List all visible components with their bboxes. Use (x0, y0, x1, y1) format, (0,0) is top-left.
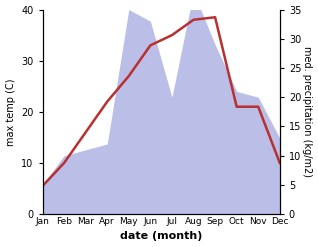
Y-axis label: med. precipitation (kg/m2): med. precipitation (kg/m2) (302, 46, 313, 177)
X-axis label: date (month): date (month) (120, 231, 202, 242)
Y-axis label: max temp (C): max temp (C) (5, 78, 16, 145)
